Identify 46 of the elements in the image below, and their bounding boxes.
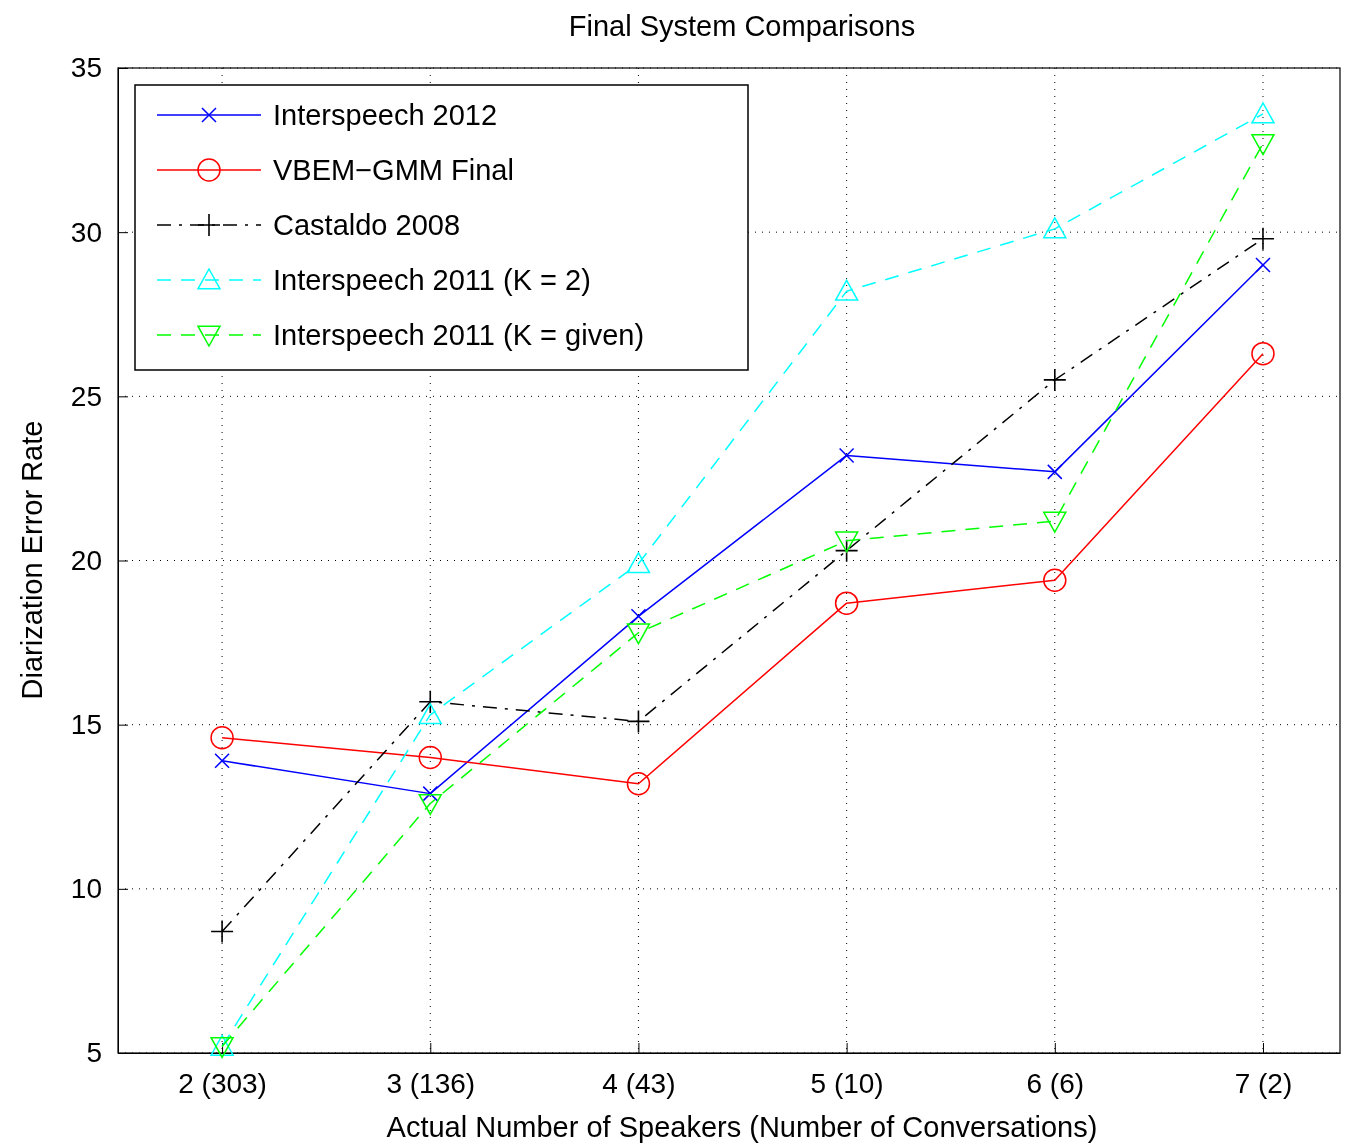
point <box>422 785 439 802</box>
y-axis-title: Diarization Error Rate <box>16 420 48 700</box>
chart-title: Final System Comparisons <box>568 10 916 42</box>
y-tick-label: 15 <box>70 709 102 741</box>
point <box>210 726 234 750</box>
legend-label: Castaldo 2008 <box>273 209 461 241</box>
y-tick-label: 10 <box>70 873 102 905</box>
point <box>834 531 859 553</box>
x-tick-label: 7 (2) <box>1234 1067 1293 1099</box>
point <box>1255 257 1271 273</box>
x-tick-label: 4 (43) <box>602 1067 676 1099</box>
point <box>418 703 443 725</box>
point <box>626 623 651 645</box>
x-tick-label: 6 (6) <box>1026 1067 1085 1099</box>
x-tick-label: 3 (136) <box>386 1067 476 1099</box>
point <box>1251 227 1274 250</box>
point <box>418 793 443 816</box>
point <box>1043 568 1067 592</box>
point <box>626 772 651 796</box>
point <box>1043 511 1067 533</box>
y-tick-label: 25 <box>70 380 102 412</box>
point <box>1251 133 1275 156</box>
legend-label: Interspeech 2011 (K = given) <box>273 319 645 351</box>
x-axis-title: Actual Number of Speakers (Number of Conversations) <box>386 1111 1098 1143</box>
point <box>834 279 859 301</box>
x-tick-label: 5 (10) <box>810 1067 884 1099</box>
y-tick-label: 5 <box>86 1037 102 1069</box>
y-tick-label: 30 <box>70 216 102 248</box>
point <box>838 447 855 464</box>
point <box>834 591 859 615</box>
point <box>626 552 651 574</box>
y-tick-label: 20 <box>70 544 102 576</box>
point <box>1047 464 1063 480</box>
legend-label: Interspeech 2011 (K = 2) <box>273 264 591 296</box>
point <box>1251 341 1275 366</box>
point <box>630 608 647 625</box>
point <box>1251 102 1275 124</box>
point <box>214 753 230 769</box>
point <box>418 745 443 770</box>
point <box>211 920 234 943</box>
x-tick-label: 2 (303) <box>178 1067 267 1099</box>
legend-label: VBEM−GMM Final <box>273 154 514 186</box>
point <box>1043 217 1067 239</box>
point <box>1043 368 1066 391</box>
legend-label: Interspeech 2012 <box>273 99 498 131</box>
y-tick-label: 35 <box>70 52 102 84</box>
